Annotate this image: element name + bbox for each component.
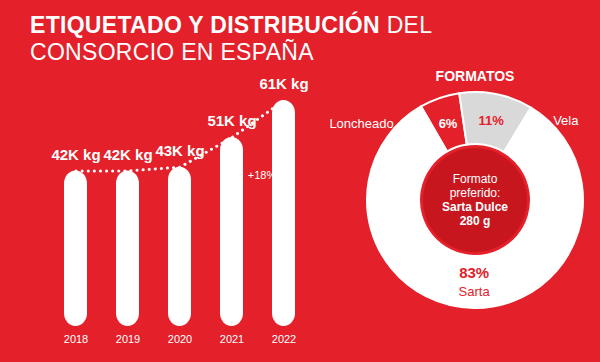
svg-text:6%: 6%	[439, 116, 458, 131]
svg-text:2022: 2022	[272, 333, 296, 345]
svg-text:Sarta Dulce: Sarta Dulce	[442, 200, 508, 214]
svg-text:42K kg: 42K kg	[103, 146, 152, 163]
svg-text:2020: 2020	[168, 333, 192, 345]
svg-text:Loncheado: Loncheado	[329, 116, 393, 131]
svg-text:280 g: 280 g	[460, 214, 491, 228]
svg-text:2021: 2021	[220, 333, 244, 345]
svg-text:2018: 2018	[64, 333, 88, 345]
html-text:ETIQUETADO Y DISTRIBUCIÓN DEL: ETIQUETADO Y DISTRIBUCIÓN DEL	[30, 12, 433, 38]
svg-text:+18%: +18%	[248, 169, 277, 181]
svg-text:Sarta: Sarta	[459, 284, 491, 299]
svg-text:42K kg: 42K kg	[51, 146, 100, 163]
svg-text:43K kg: 43K kg	[155, 142, 204, 159]
svg-text:Vela: Vela	[553, 113, 579, 128]
svg-text:51K kg: 51K kg	[207, 112, 256, 129]
svg-text:2019: 2019	[116, 333, 140, 345]
html-text:FORMATOS: FORMATOS	[435, 68, 515, 84]
svg-text:11%: 11%	[479, 113, 505, 128]
svg-text:Formato: Formato	[453, 172, 498, 186]
svg-text:61K kg: 61K kg	[259, 75, 308, 92]
svg-text:83%: 83%	[459, 264, 489, 281]
html-text:CONSORCIO EN ESPAÑA: CONSORCIO EN ESPAÑA	[30, 39, 314, 65]
svg-text:preferido:: preferido:	[450, 186, 501, 200]
